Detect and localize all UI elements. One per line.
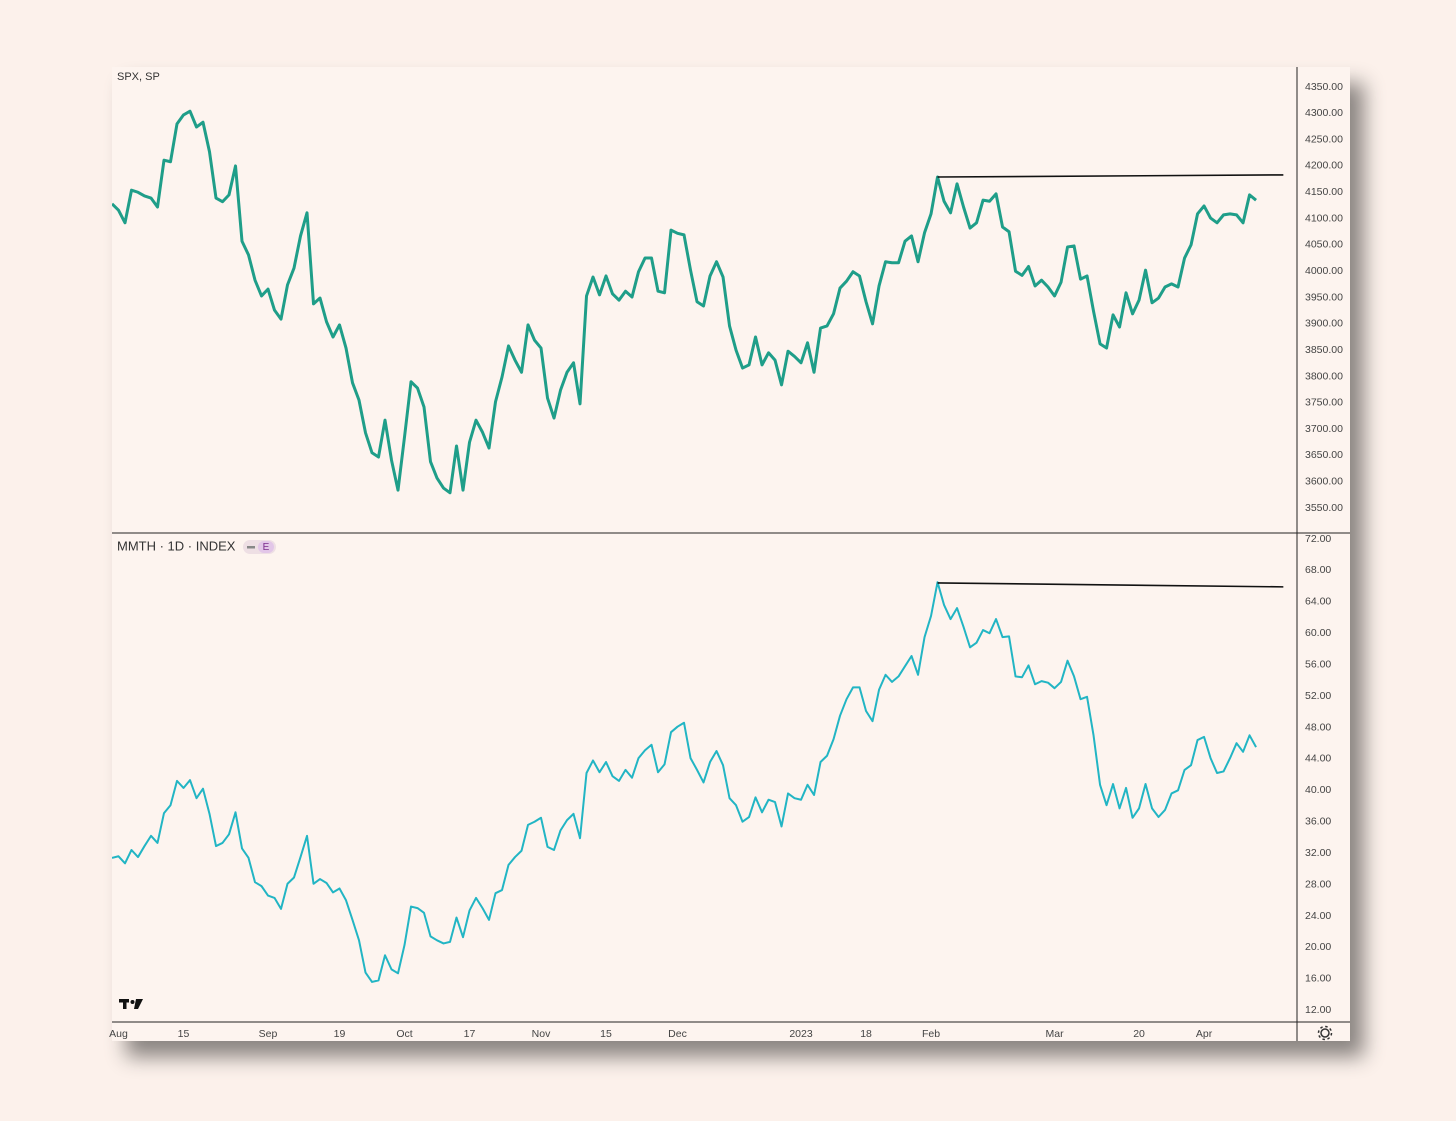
y-tick-label: 68.00: [1305, 564, 1331, 576]
x-tick-label: 2023: [789, 1028, 813, 1040]
y-tick-label: 16.00: [1305, 973, 1331, 985]
y-tick-label: 4100.00: [1305, 212, 1343, 224]
y-tick-label: 64.00: [1305, 596, 1331, 608]
x-tick-label: 19: [334, 1028, 346, 1040]
y-tick-label: 3600.00: [1305, 476, 1343, 488]
x-tick-label: Mar: [1045, 1028, 1064, 1040]
x-tick-label: Sep: [259, 1028, 278, 1040]
y-tick-label: 3850.00: [1305, 344, 1343, 356]
x-tick-label: Aug: [109, 1028, 128, 1040]
y-tick-label: 3550.00: [1305, 502, 1343, 514]
y-tick-label: 52.00: [1305, 690, 1331, 702]
badge-label: E: [263, 542, 270, 553]
y-tick-label: 44.00: [1305, 753, 1331, 765]
logo: [119, 999, 143, 1009]
y-tick-label: 3650.00: [1305, 449, 1343, 461]
y-tick-label: 4300.00: [1305, 107, 1343, 119]
series-line: [112, 581, 1257, 983]
y-tick-label: 4350.00: [1305, 81, 1343, 93]
x-tick-label: Dec: [668, 1028, 687, 1040]
pane-title: SPX, SP: [117, 71, 160, 83]
y-tick-label: 28.00: [1305, 878, 1331, 890]
y-tick-label: 24.00: [1305, 910, 1331, 922]
y-tick-label: 4250.00: [1305, 133, 1343, 145]
y-tick-label: 3950.00: [1305, 291, 1343, 303]
chart-card: [112, 67, 1350, 1041]
trend-line: [937, 582, 1284, 588]
x-tick-label: Apr: [1196, 1028, 1213, 1040]
trend-line: [937, 174, 1284, 178]
plot-area: [112, 109, 1257, 495]
y-tick-label: 32.00: [1305, 847, 1331, 859]
y-tick-label: 12.00: [1305, 1004, 1331, 1016]
y-tick-label: 60.00: [1305, 627, 1331, 639]
y-tick-label: 72.00: [1305, 533, 1331, 545]
x-tick-label: 15: [600, 1028, 612, 1040]
y-tick-label: 4200.00: [1305, 160, 1343, 172]
x-tick-label: Feb: [922, 1028, 940, 1040]
y-tick-label: 3750.00: [1305, 397, 1343, 409]
badge: E: [243, 540, 276, 554]
x-tick-label: 20: [1133, 1028, 1145, 1040]
y-tick-label: 3900.00: [1305, 318, 1343, 330]
x-tick-label: 17: [464, 1028, 476, 1040]
y-tick-label: 3700.00: [1305, 423, 1343, 435]
y-tick-label: 4050.00: [1305, 239, 1343, 251]
y-tick-label: 3800.00: [1305, 370, 1343, 382]
series-line: [112, 109, 1257, 495]
plot-area: [112, 581, 1257, 983]
settings-icon[interactable]: [1317, 1025, 1333, 1041]
y-tick-label: 20.00: [1305, 941, 1331, 953]
x-tick-label: Nov: [532, 1028, 551, 1040]
y-tick-label: 4150.00: [1305, 186, 1343, 198]
y-tick-label: 40.00: [1305, 784, 1331, 796]
pane-title: MMTH · 1D · INDEX: [117, 538, 236, 553]
y-tick-label: 4000.00: [1305, 265, 1343, 277]
x-tick-label: 18: [860, 1028, 872, 1040]
x-tick-label: 15: [178, 1028, 190, 1040]
x-tick-label: Oct: [396, 1028, 412, 1040]
y-tick-label: 56.00: [1305, 658, 1331, 670]
y-tick-label: 36.00: [1305, 816, 1331, 828]
y-tick-label: 48.00: [1305, 721, 1331, 733]
